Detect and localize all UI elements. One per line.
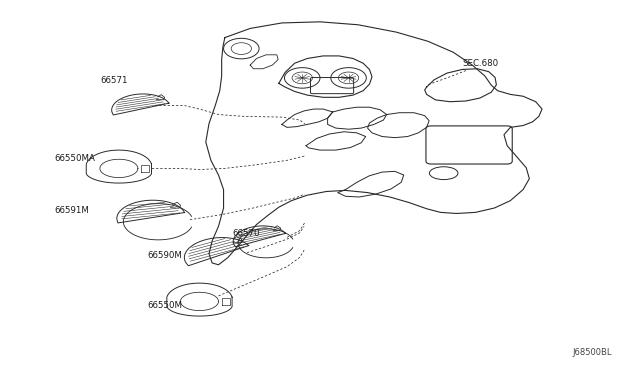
Text: 66571: 66571 xyxy=(100,76,127,85)
Text: J68500BL: J68500BL xyxy=(572,349,612,357)
Text: 66591M: 66591M xyxy=(55,206,90,215)
Text: 66550MA: 66550MA xyxy=(55,154,95,163)
Text: 66590M: 66590M xyxy=(147,251,182,260)
Text: 66570: 66570 xyxy=(232,229,260,238)
Text: 66550M: 66550M xyxy=(147,301,182,310)
Text: SEC.680: SEC.680 xyxy=(462,59,499,68)
